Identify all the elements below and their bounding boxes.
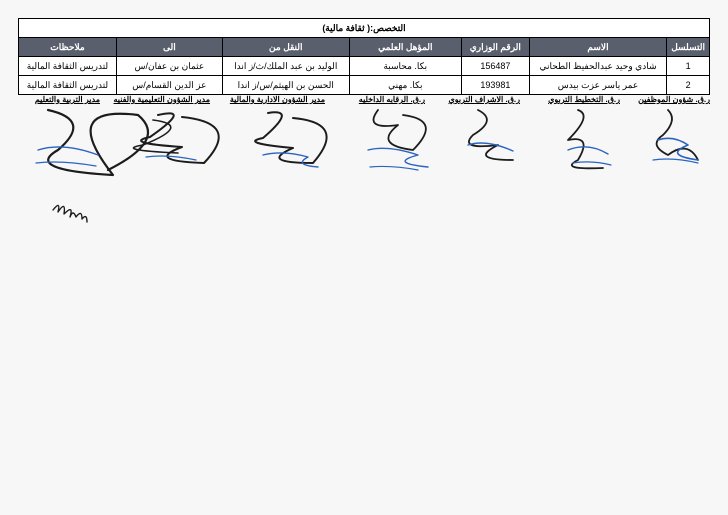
- table-title: التخصص:( ثقافة مالية): [19, 19, 710, 38]
- cell-qual: بكا. محاسبة: [349, 57, 461, 76]
- cell-note: لتدريس الثقافة المالية: [19, 57, 117, 76]
- cell-min: 156487: [461, 57, 529, 76]
- sig-block-6: مدير الشؤون التعليمية والفنيه: [114, 95, 210, 106]
- sig-block-1: ر.ق. شؤون الموظفين: [638, 95, 710, 106]
- cell-to: عز الدين القسام/س: [116, 76, 222, 95]
- col-name: الاسم: [529, 38, 666, 57]
- document-page: التخصص:( ثقافة مالية) التسلسل الاسم الرق…: [18, 18, 710, 95]
- cell-note: لتدريس الثقافة المالية: [19, 76, 117, 95]
- cell-from: الحسن بن الهيثم/س/ز اندا: [222, 76, 349, 95]
- sig-title: مدير التربية والتعليم: [35, 95, 100, 104]
- col-to: الى: [116, 38, 222, 57]
- signatures-svg: [18, 95, 710, 245]
- col-serial: التسلسل: [667, 38, 710, 57]
- sig-title: ر.ق. التخطيط التربوي: [548, 95, 620, 104]
- sig-block-2: ر.ق. التخطيط التربوي: [548, 95, 620, 106]
- sig-block-7: مدير التربية والتعليم: [35, 95, 100, 106]
- sig-title: مدير الشؤون الادارية والمالية: [230, 95, 325, 104]
- table-row: 1 شادي وحيد عبدالحفيظ الطحاني 156487 بكا…: [19, 57, 710, 76]
- signature-area: ر.ق. شؤون الموظفين ر.ق. التخطيط التربوي …: [18, 95, 710, 245]
- sig-block-4: ر.ق. الرقابه الداخليه: [359, 95, 425, 106]
- cell-serial: 2: [667, 76, 710, 95]
- col-min: الرقم الوزاري: [461, 38, 529, 57]
- col-qual: المؤهل العلمي: [349, 38, 461, 57]
- cell-qual: بكا. مهني: [349, 76, 461, 95]
- sig-title: ر.ق. الرقابه الداخليه: [359, 95, 425, 104]
- cell-serial: 1: [667, 57, 710, 76]
- cell-to: عثمان بن عفان/س: [116, 57, 222, 76]
- sig-title: ر.ق. شؤون الموظفين: [638, 95, 710, 104]
- col-note: ملاحظات: [19, 38, 117, 57]
- col-from: النقل من: [222, 38, 349, 57]
- transfer-table: التخصص:( ثقافة مالية) التسلسل الاسم الرق…: [18, 18, 710, 95]
- sig-title: ر.ق. الاشراف التربوي: [449, 95, 521, 104]
- sig-title: مدير الشؤون التعليمية والفنيه: [114, 95, 210, 104]
- cell-min: 193981: [461, 76, 529, 95]
- sig-block-5: مدير الشؤون الادارية والمالية: [230, 95, 325, 106]
- table-row: 2 عمر ياسر عزت بيدس 193981 بكا. مهني الح…: [19, 76, 710, 95]
- cell-from: الوليد بن عبد الملك/ث/ز اندا: [222, 57, 349, 76]
- cell-name: عمر ياسر عزت بيدس: [529, 76, 666, 95]
- sig-block-3: ر.ق. الاشراف التربوي: [449, 95, 521, 106]
- cell-name: شادي وحيد عبدالحفيظ الطحاني: [529, 57, 666, 76]
